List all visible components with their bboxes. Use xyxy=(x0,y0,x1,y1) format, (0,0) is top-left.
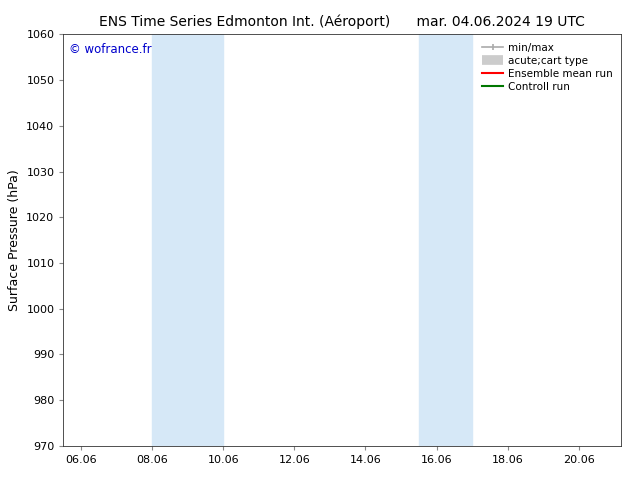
Legend: min/max, acute;cart type, Ensemble mean run, Controll run: min/max, acute;cart type, Ensemble mean … xyxy=(479,40,616,95)
Text: © wofrance.fr: © wofrance.fr xyxy=(69,43,152,55)
Bar xyxy=(419,34,472,446)
Y-axis label: Surface Pressure (hPa): Surface Pressure (hPa) xyxy=(8,169,21,311)
Bar xyxy=(152,34,223,446)
Title: ENS Time Series Edmonton Int. (Aéroport)      mar. 04.06.2024 19 UTC: ENS Time Series Edmonton Int. (Aéroport)… xyxy=(100,15,585,29)
